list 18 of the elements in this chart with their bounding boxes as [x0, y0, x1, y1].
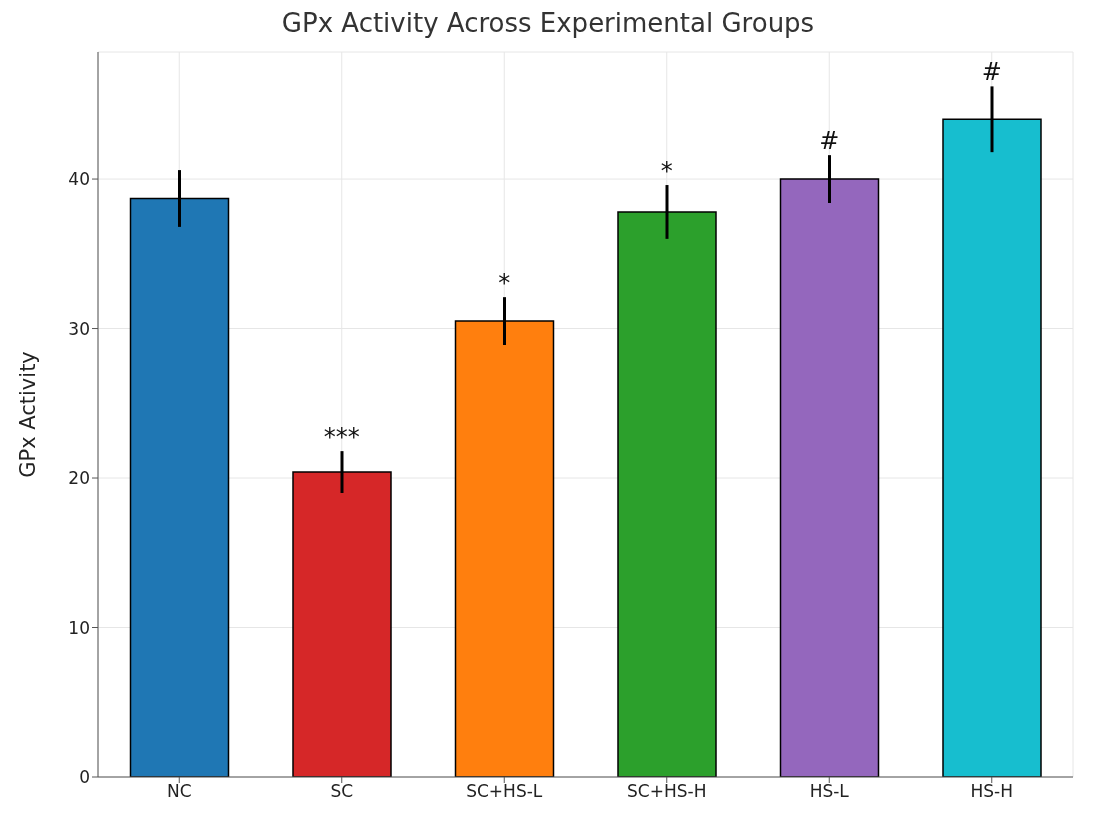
x-tick-label: HS-L: [809, 781, 850, 802]
x-tick-label: SC: [330, 781, 354, 802]
annotation: #: [981, 58, 1002, 87]
x-tick-label: NC: [166, 781, 192, 802]
y-tick-label: 20: [68, 468, 90, 489]
annotation: *: [660, 157, 673, 186]
annotation: ***: [323, 423, 360, 452]
x-tick-label: SC+HS-H: [627, 781, 707, 802]
y-axis-title: GPx Activity: [16, 351, 41, 478]
y-tick-label: 40: [68, 169, 90, 190]
y-tick-label: 10: [68, 617, 90, 638]
annotation: *: [498, 269, 511, 298]
x-tick-label: HS-H: [970, 781, 1013, 802]
x-tick-label: SC+HS-L: [466, 781, 543, 802]
chart-title: GPx Activity Across Experimental Groups: [280, 8, 816, 40]
annotation: #: [819, 127, 840, 156]
y-tick-label: 30: [68, 318, 90, 339]
y-tick-label: 0: [79, 767, 90, 788]
